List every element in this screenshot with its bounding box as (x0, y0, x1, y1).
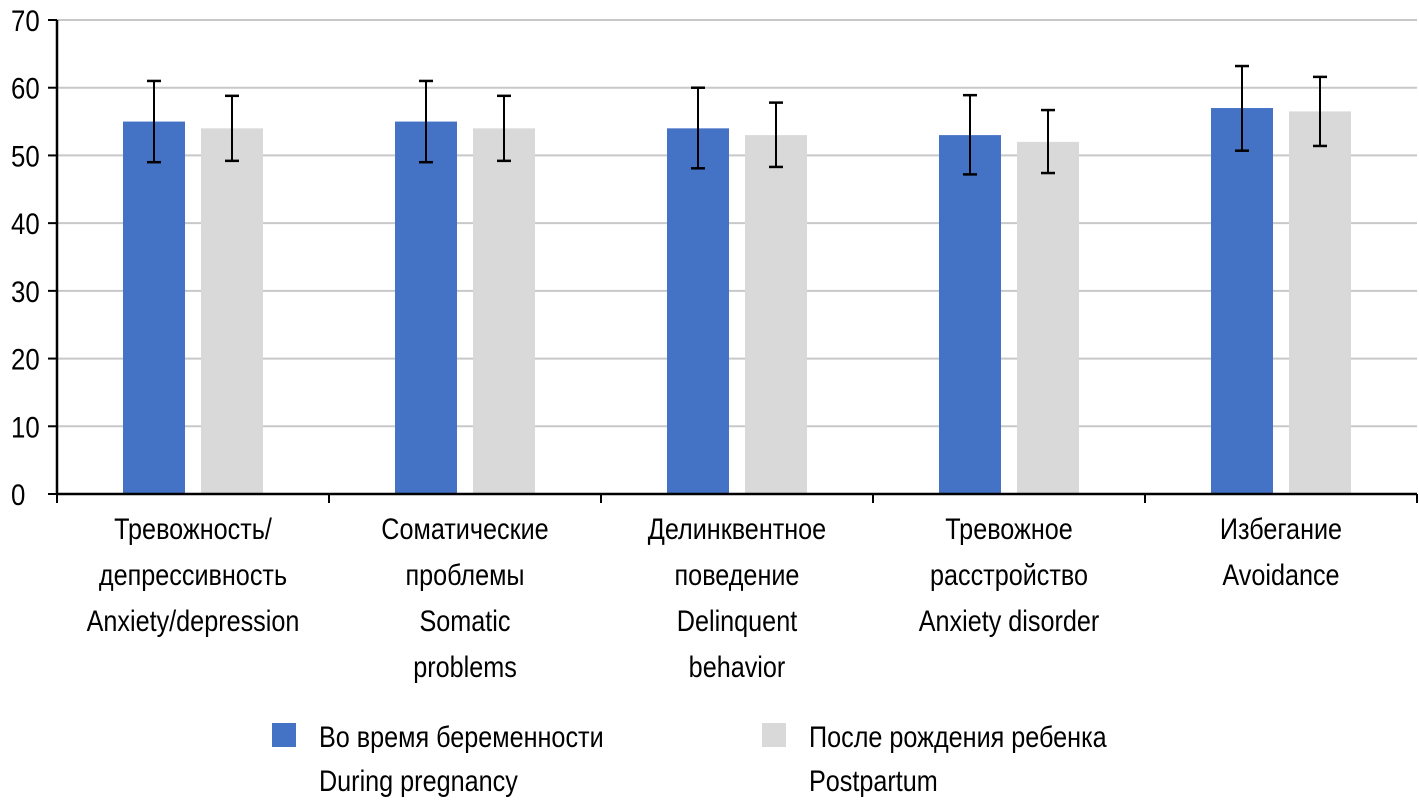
category-label: Anxiety/depression (87, 604, 300, 638)
bar (1289, 111, 1351, 495)
y-tick-label: 40 (11, 207, 40, 240)
bar (667, 128, 729, 495)
bar (201, 128, 263, 495)
legend: Во время беременности During pregnancy Пос… (272, 720, 1107, 798)
axes (48, 19, 1418, 503)
y-tick-labels: 0 10 20 30 40 50 60 70 (11, 4, 40, 511)
category-label: Тревожность/ (114, 512, 272, 546)
category-label: Делинквентное (648, 512, 826, 546)
category-label: расстройство (930, 558, 1088, 592)
y-tick-label: 10 (11, 410, 40, 443)
error-bars (147, 64, 1327, 176)
y-tick-label: 20 (11, 343, 40, 376)
category-label: Delinquent (677, 604, 798, 638)
bar (123, 121, 185, 495)
y-tick-label: 30 (11, 275, 40, 308)
legend-label: После рождения ребенка (809, 720, 1107, 754)
bar (745, 135, 807, 494)
legend-swatch (272, 723, 296, 747)
y-tick-label: 60 (11, 72, 40, 105)
bar (395, 121, 457, 495)
category-label: депрессивность (99, 558, 287, 592)
category-label: Избегание (1220, 512, 1342, 546)
y-tick-label: 70 (11, 4, 40, 37)
legend-label: Во время беременности (319, 720, 604, 754)
y-tick-label: 50 (11, 140, 40, 173)
legend-swatch (762, 723, 786, 747)
gridlines (57, 19, 1417, 428)
category-label: Anxiety disorder (919, 604, 1100, 638)
bars (123, 108, 1351, 495)
category-label: problems (413, 650, 517, 684)
bar (939, 135, 1001, 494)
category-label: проблемы (405, 558, 524, 592)
category-label: Тревожное (945, 512, 1073, 546)
category-label: Somatic (420, 604, 511, 638)
category-label: Соматические (381, 512, 548, 546)
category-label: Avoidance (1222, 558, 1339, 592)
legend-label: During pregnancy (319, 764, 518, 798)
y-tick-label: 0 (11, 478, 25, 511)
bar (473, 128, 535, 495)
bar (1211, 108, 1273, 495)
legend-label: Postpartum (809, 764, 938, 798)
category-label: поведение (675, 558, 800, 592)
category-label: behavior (689, 650, 786, 684)
x-category-labels: Тревожность/депрессивность Anxiety/depres… (87, 512, 1342, 684)
bar (1017, 141, 1079, 494)
